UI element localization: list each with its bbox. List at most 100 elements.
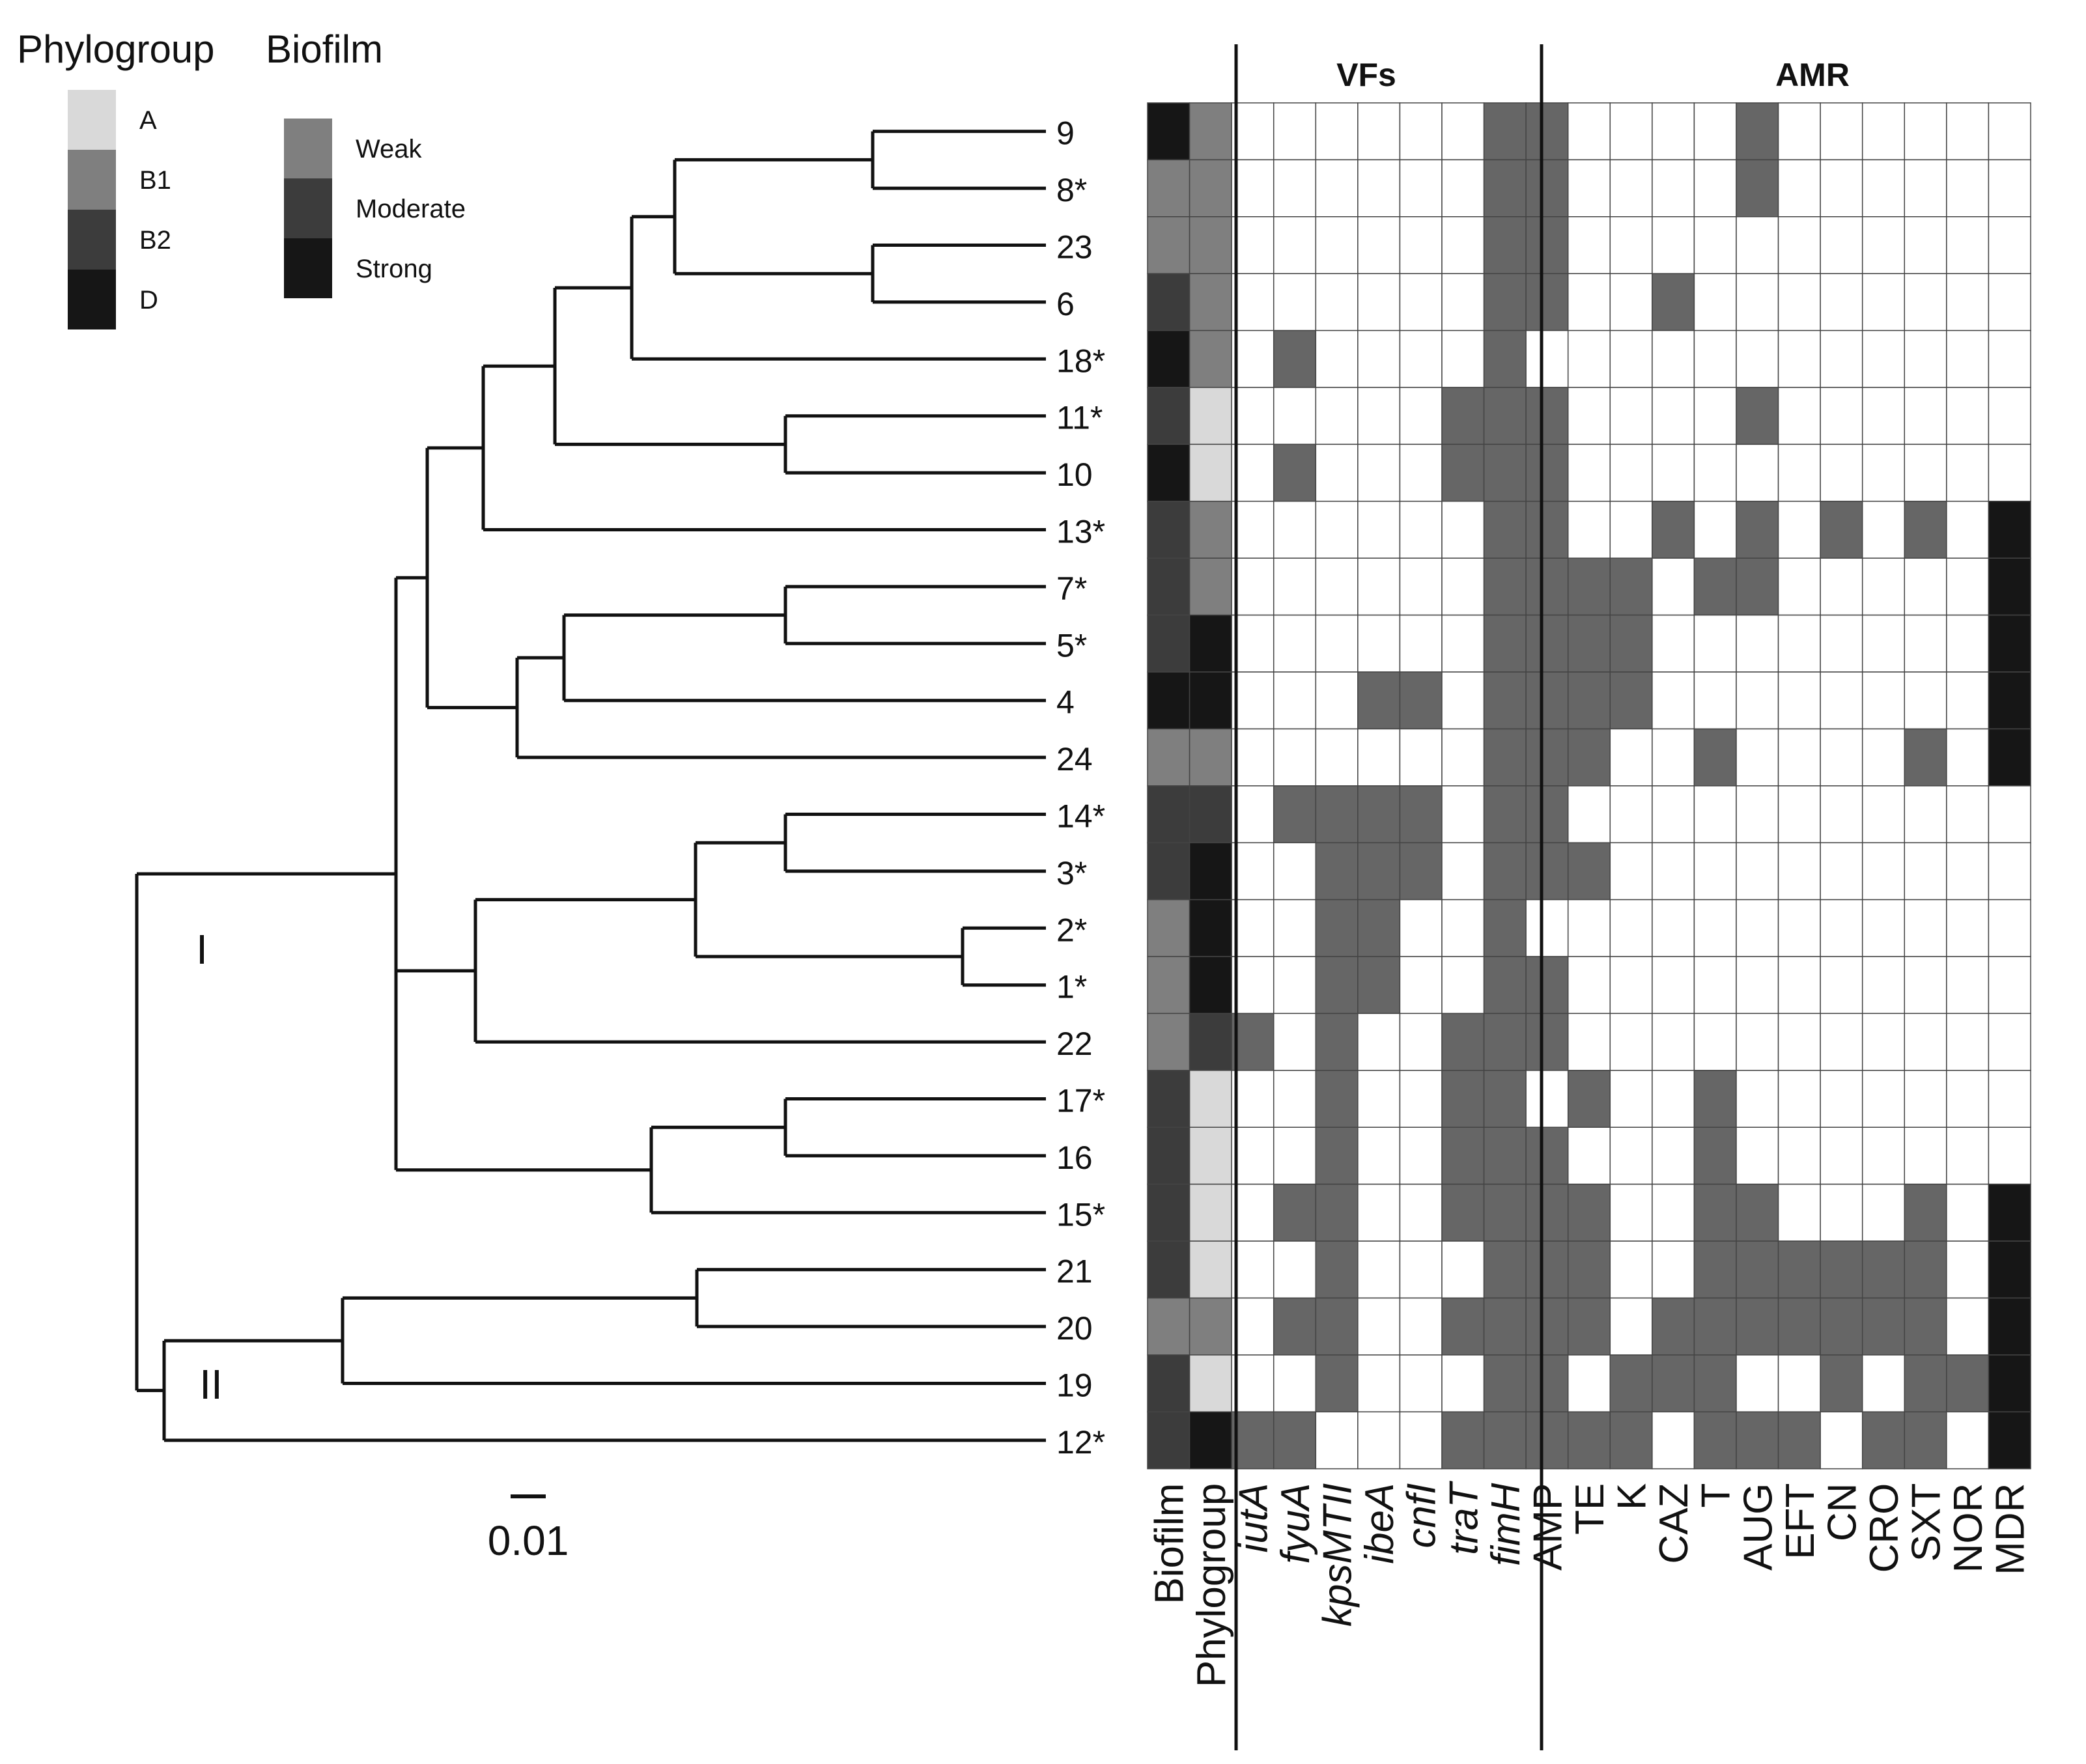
cell-vf-kpsmtii-row-22 — [1315, 1297, 1359, 1356]
cell-amr-nor-row-12 — [1946, 728, 1990, 787]
cell-amr-te-row-21 — [1567, 1240, 1611, 1299]
cell-vf-cnfi-row-12 — [1399, 728, 1443, 787]
cell-amr-k-row-9 — [1609, 557, 1653, 616]
cell-amr-cn-row-4 — [1820, 273, 1863, 331]
cell-amr-caz-row-13 — [1652, 785, 1695, 843]
column-label-phylogroup: Phylogroup — [1189, 1483, 1234, 1688]
cell-amr-caz-row-18 — [1652, 1070, 1695, 1128]
leaf-label-8: 13* — [1056, 514, 1105, 550]
cell-vf-fyua-row-24 — [1273, 1411, 1317, 1470]
cell-vf-fyua-row-19 — [1273, 1127, 1317, 1185]
cell-vf-iuta-row-12 — [1231, 728, 1275, 787]
cell-vf-cnfi-row-18 — [1399, 1070, 1443, 1128]
cell-vf-cnfi-row-20 — [1399, 1183, 1443, 1242]
cell-vf-cnfi-row-14 — [1399, 842, 1443, 901]
cell-amr-eft-row-21 — [1777, 1240, 1821, 1299]
cell-amr-cn-row-22 — [1820, 1297, 1863, 1356]
cell-amr-k-row-14 — [1609, 842, 1653, 901]
cell-vf-iuta-row-2 — [1231, 159, 1275, 217]
cell-amr-te-row-18 — [1567, 1070, 1611, 1128]
cell-amr-mdr-row-4 — [1988, 273, 2031, 331]
cell-amr-nor-row-19 — [1946, 1127, 1990, 1185]
cell-amr-nor-row-14 — [1946, 842, 1990, 901]
cell-amr-sxt-row-19 — [1904, 1127, 1947, 1185]
cell-amr-cn-row-7 — [1820, 443, 1863, 502]
cell-amr-aug-row-19 — [1736, 1127, 1779, 1185]
cell-vf-cnfi-row-17 — [1399, 1013, 1443, 1071]
cell-amr-caz-row-5 — [1652, 329, 1695, 388]
cell-vf-fyua-row-22 — [1273, 1297, 1317, 1356]
legend-biofilm-title: Biofilm — [266, 27, 383, 71]
cell-biofilm-row-8 — [1147, 501, 1191, 559]
cell-amr-te-row-22 — [1567, 1297, 1611, 1356]
cell-amr-te-row-20 — [1567, 1183, 1611, 1242]
cell-vf-fyua-row-5 — [1273, 329, 1317, 388]
cell-vf-iuta-row-1 — [1231, 102, 1275, 161]
cell-amr-nor-row-13 — [1946, 785, 1990, 843]
cell-vf-fyua-row-16 — [1273, 956, 1317, 1015]
cell-vf-iuta-row-23 — [1231, 1354, 1275, 1412]
cell-amr-mdr-row-17 — [1988, 1013, 2031, 1071]
cell-amr-te-row-1 — [1567, 102, 1611, 161]
cell-amr-caz-row-21 — [1652, 1240, 1695, 1299]
cell-amr-mdr-row-15 — [1988, 899, 2031, 957]
cell-amr-cn-row-23 — [1820, 1354, 1863, 1412]
cell-amr-t-row-15 — [1693, 899, 1737, 957]
cell-vf-fimh-row-16 — [1483, 956, 1527, 1015]
leaf-label-22: 20 — [1056, 1310, 1093, 1347]
cell-amr-cro-row-3 — [1861, 216, 1906, 274]
cell-vf-ibea-row-3 — [1357, 216, 1401, 274]
cell-amr-nor-row-24 — [1946, 1411, 1990, 1470]
cell-amr-k-row-4 — [1609, 273, 1653, 331]
cell-phylogroup-row-22 — [1189, 1297, 1232, 1356]
cell-amr-sxt-row-14 — [1904, 842, 1947, 901]
cell-vf-trat-row-8 — [1441, 501, 1485, 559]
cell-vf-trat-row-10 — [1441, 614, 1485, 673]
cell-phylogroup-row-8 — [1189, 501, 1232, 559]
cell-amr-eft-row-20 — [1777, 1183, 1821, 1242]
cell-vf-fyua-row-20 — [1273, 1183, 1317, 1242]
cell-amr-cn-row-5 — [1820, 329, 1863, 388]
cell-vf-iuta-row-22 — [1231, 1297, 1275, 1356]
cell-amr-t-row-7 — [1693, 443, 1737, 502]
cell-amr-amp-row-8 — [1525, 501, 1569, 559]
cell-amr-aug-row-22 — [1736, 1297, 1779, 1356]
leaf-label-12: 24 — [1056, 741, 1093, 777]
cell-vf-kpsmtii-row-12 — [1315, 728, 1359, 787]
cell-vf-cnfi-row-1 — [1399, 102, 1443, 161]
cell-vf-kpsmtii-row-3 — [1315, 216, 1359, 274]
cell-amr-aug-row-24 — [1736, 1411, 1779, 1470]
cell-vf-iuta-row-20 — [1231, 1183, 1275, 1242]
cell-amr-cn-row-2 — [1820, 159, 1863, 217]
cell-phylogroup-row-13 — [1189, 785, 1232, 843]
cell-vf-fimh-row-11 — [1483, 671, 1527, 730]
cell-vf-kpsmtii-row-9 — [1315, 557, 1359, 616]
cell-amr-te-row-11 — [1567, 671, 1611, 730]
cell-amr-cro-row-16 — [1861, 956, 1906, 1015]
cell-amr-nor-row-7 — [1946, 443, 1990, 502]
cell-vf-trat-row-18 — [1441, 1070, 1485, 1128]
cell-vf-cnfi-row-10 — [1399, 614, 1443, 673]
cell-vf-fimh-row-12 — [1483, 728, 1527, 787]
cell-amr-cro-row-11 — [1861, 671, 1906, 730]
cell-amr-aug-row-16 — [1736, 956, 1779, 1015]
cell-amr-nor-row-9 — [1946, 557, 1990, 616]
cell-amr-t-row-21 — [1693, 1240, 1737, 1299]
cell-vf-kpsmtii-row-13 — [1315, 785, 1359, 843]
cell-vf-trat-row-19 — [1441, 1127, 1485, 1185]
cell-vf-trat-row-3 — [1441, 216, 1485, 274]
cell-amr-amp-row-6 — [1525, 387, 1569, 445]
cell-vf-cnfi-row-11 — [1399, 671, 1443, 730]
cell-amr-cn-row-8 — [1820, 501, 1863, 559]
cell-vf-fimh-row-7 — [1483, 443, 1527, 502]
cell-amr-mdr-row-24 — [1988, 1411, 2031, 1470]
cell-vf-fyua-row-21 — [1273, 1240, 1317, 1299]
cell-amr-te-row-10 — [1567, 614, 1611, 673]
leaf-label-17: 22 — [1056, 1026, 1093, 1062]
cell-amr-mdr-row-12 — [1988, 728, 2031, 787]
leaf-label-18: 17* — [1056, 1083, 1105, 1119]
cell-vf-trat-row-11 — [1441, 671, 1485, 730]
cell-amr-te-row-15 — [1567, 899, 1611, 957]
cell-amr-aug-row-1 — [1736, 102, 1779, 161]
